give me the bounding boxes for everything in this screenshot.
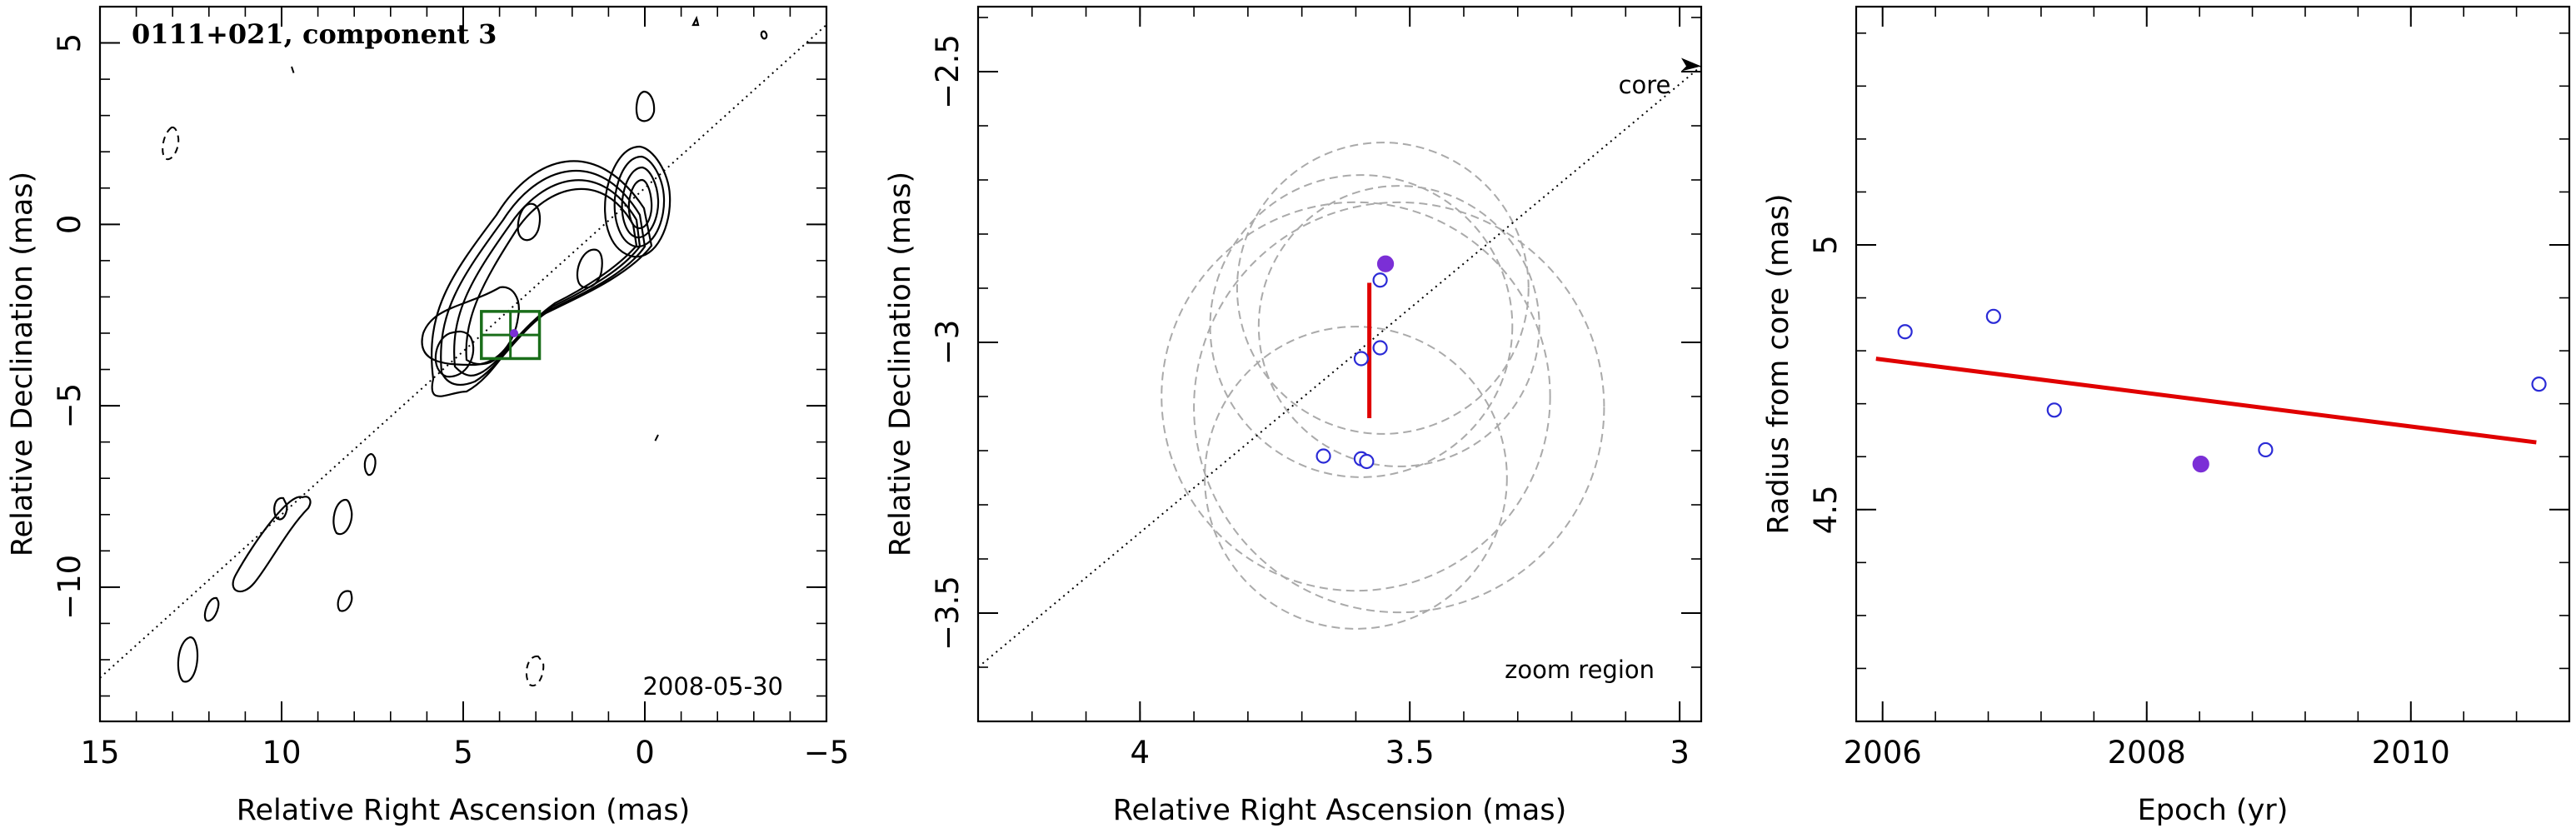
beam-circle: [1209, 174, 1514, 478]
y-axis-title: Relative Declination (mas): [6, 172, 39, 556]
x-tick-label: 10: [262, 735, 301, 771]
y-tick-label: −2.5: [930, 34, 966, 109]
panel-title: 0111+021, component 3: [132, 18, 497, 50]
open-point: [1985, 308, 2001, 324]
panel-2-axes: 4 3.5 3 −2.5 −3 −3.5 Relative Right Ascension …: [884, 5, 1703, 827]
y-tick-label: −10: [52, 555, 87, 620]
date-label: 2008-05-30: [642, 672, 783, 701]
x-tick-label: 3.5: [1385, 735, 1435, 771]
open-point: [1372, 272, 1388, 288]
y-tick-label: −5: [52, 383, 87, 429]
panel-3-axes: 2006 2008 2010 4.5 5 Epoch (yr) Radius from co…: [1762, 5, 2571, 827]
x-axis-title: Relative Right Ascension (mas): [1113, 794, 1566, 827]
x-tick-label: 3: [1670, 735, 1690, 771]
x-tick-label: −5: [804, 735, 850, 771]
open-point: [1315, 448, 1331, 464]
x-tick-label: 15: [80, 735, 119, 771]
open-point: [1353, 351, 1370, 367]
open-point: [1359, 453, 1375, 470]
plot-frame: [1855, 5, 2571, 723]
zoom-region-label: zoom region: [1505, 656, 1655, 684]
beam-circle: [1193, 201, 1605, 614]
y-tick-label: 5: [1808, 235, 1844, 255]
contour-lines: [177, 15, 768, 683]
core-label: core: [1619, 71, 1671, 99]
beam-circle: [1161, 201, 1551, 592]
x-tick-label: 2006: [1844, 735, 1922, 771]
component-marker: [510, 328, 519, 337]
panel-3-marks: [1875, 308, 2547, 473]
y-tick-label: 5: [52, 33, 87, 53]
core-arrow-icon: [1681, 57, 1701, 72]
x-tick-label: 2010: [2372, 735, 2450, 771]
open-point: [2046, 402, 2062, 418]
y-tick-label: −3: [930, 320, 966, 366]
y-tick-label: 0: [52, 215, 87, 235]
open-point: [1897, 324, 1913, 340]
fit-line: [1875, 357, 2537, 445]
x-axis-title: Epoch (yr): [2138, 794, 2289, 827]
open-point: [2258, 441, 2274, 458]
filled-point: [1376, 255, 1395, 272]
y-tick-label: 4.5: [1808, 485, 1844, 534]
x-tick-label: 0: [635, 735, 655, 771]
beam-circle: [1236, 142, 1530, 435]
jet-axis-line: [978, 65, 1701, 668]
panel-2-marks: [978, 57, 1701, 668]
y-tick-label: −3.5: [930, 576, 966, 651]
x-tick-label: 2008: [2108, 735, 2186, 771]
x-tick-label: 4: [1131, 735, 1151, 771]
jet-axis-line: [100, 24, 826, 679]
x-tick-label: 5: [453, 735, 473, 771]
panel-1-marks: [100, 24, 826, 679]
panel-1-axes: 15 10 5 0 −5 5 0 −5 −10 Relative Right Ascension …: [6, 5, 850, 827]
y-axis-title: Relative Declination (mas): [884, 172, 917, 556]
open-point: [1372, 340, 1388, 356]
negative-contours: [162, 66, 659, 687]
y-axis-title: Radius from core (mas): [1762, 193, 1795, 534]
filled-point: [2192, 456, 2209, 473]
open-point: [2531, 377, 2547, 392]
beam-circle: [1257, 185, 1540, 467]
plot-frame: [976, 5, 1703, 723]
x-axis-title: Relative Right Ascension (mas): [237, 794, 690, 827]
panel-contour-map: [162, 15, 768, 687]
beam-circle: [1204, 326, 1508, 630]
